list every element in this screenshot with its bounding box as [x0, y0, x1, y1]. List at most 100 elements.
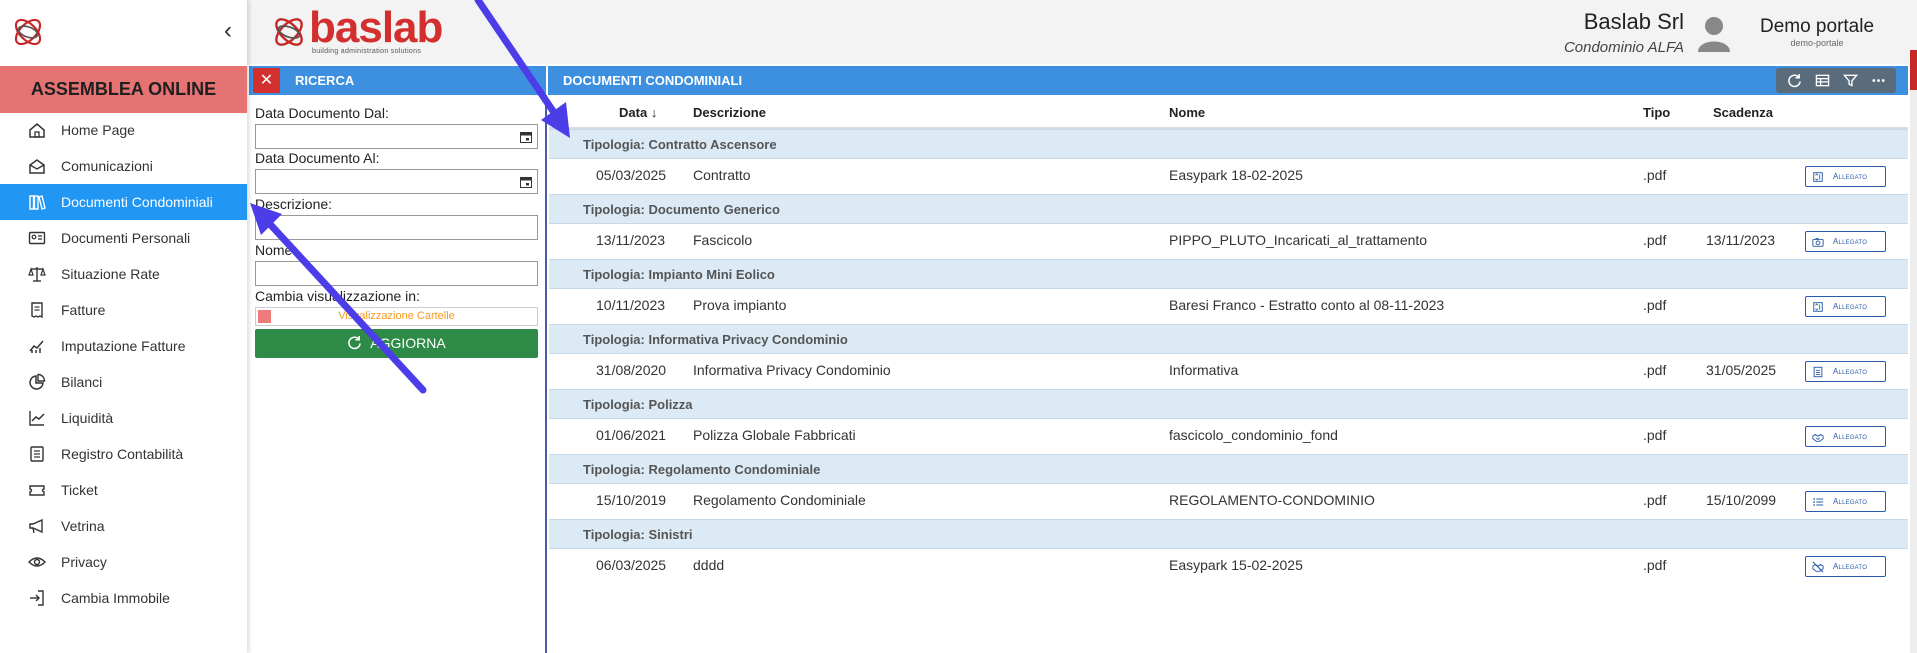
sidebar-item-documenti-condominiali[interactable]: Documenti Condominiali — [0, 184, 247, 220]
attachment-button[interactable]: Allegato — [1805, 296, 1886, 317]
cell-nome: PIPPO_PLUTO_Incaricati_al_trattamento — [1169, 232, 1428, 248]
name-input[interactable] — [255, 261, 538, 286]
cell-tipo: .pdf — [1643, 297, 1667, 313]
sidebar-item-privacy[interactable]: Privacy — [0, 544, 247, 580]
column-scadenza[interactable]: Scadenza — [1713, 105, 1773, 120]
group-row[interactable]: Tipologia: Informativa Privacy Condomini… — [549, 324, 1908, 354]
cell-descrizione: Fascicolo — [693, 232, 753, 248]
handshake-icon — [1812, 431, 1833, 443]
cell-nome: Easypark 15-02-2025 — [1169, 557, 1303, 573]
company-name: Baslab Srl — [1583, 9, 1684, 34]
calendar-icon[interactable] — [520, 131, 532, 143]
table-row[interactable]: 05/03/2025 Contratto Easypark 18-02-2025 .p… — [549, 159, 1908, 194]
sidebar-item-situazione-rate[interactable]: Situazione Rate — [0, 256, 247, 292]
calendar-icon[interactable] — [520, 176, 532, 188]
invoice-icon — [27, 301, 47, 319]
table-icon[interactable] — [1808, 68, 1836, 93]
eye-icon — [27, 553, 47, 571]
sidebar-item-home-page[interactable]: Home Page — [0, 112, 247, 148]
refresh-icon[interactable] — [1780, 68, 1808, 93]
refresh-icon — [348, 335, 362, 350]
sort-down-icon[interactable]: ↓ — [650, 105, 658, 120]
sidebar-item-label: Privacy — [61, 554, 107, 570]
sign-in-icon — [27, 589, 47, 607]
sidebar-item-comunicazioni[interactable]: Comunicazioni — [0, 148, 247, 184]
cell-tipo: .pdf — [1643, 362, 1667, 378]
user-info[interactable]: Demo portale demo-portale — [1747, 16, 1887, 48]
group-row[interactable]: Tipologia: Documento Generico — [549, 194, 1908, 224]
date-from-input[interactable] — [255, 124, 538, 149]
table-row[interactable]: 13/11/2023 Fascicolo PIPPO_PLUTO_Incaricat… — [549, 224, 1908, 259]
cell-scadenza: 15/10/2099 — [1706, 492, 1777, 508]
cell-data: 01/06/2021 — [596, 427, 667, 443]
user-name: Demo portale — [1759, 16, 1875, 37]
baslab-logo-icon[interactable] — [8, 12, 48, 52]
user-username: demo-portale — [1790, 38, 1844, 48]
sidebar-item-liquidità[interactable]: Liquidità — [0, 400, 247, 436]
group-row[interactable]: Tipologia: Regolamento Condominiale — [549, 454, 1908, 484]
table-row[interactable]: 06/03/2025 dddd Easypark 15-02-2025 .pdf All… — [549, 549, 1908, 584]
close-search-button[interactable]: ✕ — [253, 68, 280, 93]
table-row[interactable]: 31/08/2020 Informativa Privacy Condominio… — [549, 354, 1908, 389]
brand-logo[interactable]: baslab building administration solutions — [269, 6, 443, 55]
sidebar-item-label: Registro Contabilità — [61, 446, 184, 462]
cell-scadenza: 31/05/2025 — [1706, 362, 1777, 378]
sidebar-item-cambia-immobile[interactable]: Cambia Immobile — [0, 580, 247, 616]
sidebar-item-imputazione-fatture[interactable]: Imputazione Fatture — [0, 328, 247, 364]
column-data[interactable]: Data ↓ — [619, 105, 658, 120]
folder-view-toggle[interactable]: Visualizzazione Cartelle — [255, 307, 538, 326]
page-scrollbar[interactable] — [1910, 50, 1917, 653]
sidebar-item-label: Situazione Rate — [61, 266, 160, 282]
attachment-button[interactable]: Allegato — [1805, 231, 1886, 252]
attachment-button[interactable]: Allegato — [1805, 556, 1886, 577]
cell-descrizione: Polizza Globale Fabbricati — [693, 427, 856, 443]
attachment-button[interactable]: Allegato — [1805, 166, 1886, 187]
sidebar-item-fatture[interactable]: Fatture — [0, 292, 247, 328]
more-icon[interactable] — [1864, 68, 1892, 93]
sidebar-item-documenti-personali[interactable]: Documenti Personali — [0, 220, 247, 256]
sidebar-item-label: Cambia Immobile — [61, 590, 170, 606]
assemblea-online-banner[interactable]: ASSEMBLEA ONLINE — [0, 66, 247, 113]
baslab-mark-icon — [275, 17, 303, 46]
attachment-button[interactable]: Allegato — [1805, 491, 1886, 512]
column-descrizione[interactable]: Descrizione — [693, 105, 766, 120]
column-nome[interactable]: Nome — [1169, 105, 1206, 120]
document-icon — [1812, 366, 1833, 378]
sidebar-item-registro-contabilità[interactable]: Registro Contabilità — [0, 436, 247, 472]
table-row[interactable]: 01/06/2021 Polizza Globale Fabbricati fasc… — [549, 419, 1908, 454]
attachment-button[interactable]: Allegato — [1805, 361, 1886, 382]
envelope-open-icon — [27, 157, 47, 175]
cell-tipo: .pdf — [1643, 427, 1667, 443]
group-row[interactable]: Tipologia: Sinistri — [549, 519, 1908, 549]
documents-panel-title: DOCUMENTI CONDOMINIALI — [563, 73, 743, 88]
group-row[interactable]: Tipologia: Impianto Mini Eolico — [549, 259, 1908, 289]
cell-nome: fascicolo_condominio_fond — [1169, 427, 1338, 443]
sidebar-item-ticket[interactable]: Ticket — [0, 472, 247, 508]
cell-data: 05/03/2025 — [596, 167, 667, 183]
group-row[interactable]: Tipologia: Contratto Ascensore — [549, 129, 1908, 159]
cell-tipo: .pdf — [1643, 492, 1667, 508]
date-from-label: Data Documento Dal: — [255, 105, 389, 121]
user-avatar-icon[interactable] — [1696, 14, 1732, 52]
refresh-button[interactable]: AGGIORNA — [255, 329, 538, 358]
column-tipo[interactable]: Tipo — [1643, 105, 1671, 120]
group-row[interactable]: Tipologia: Polizza — [549, 389, 1908, 419]
cell-tipo: .pdf — [1643, 167, 1667, 183]
chevron-left-icon[interactable]: ‹ — [224, 17, 232, 44]
attachment-label: Allegato — [1833, 172, 1868, 181]
cell-descrizione: Contratto — [693, 167, 751, 183]
sidebar-item-vetrina[interactable]: Vetrina — [0, 508, 247, 544]
ledger-icon — [27, 445, 47, 463]
sidebar-item-label: Comunicazioni — [61, 158, 153, 174]
date-to-input[interactable] — [255, 169, 538, 194]
table-row[interactable]: 15/10/2019 Regolamento Condominiale REGOLA… — [549, 484, 1908, 519]
description-input[interactable] — [255, 215, 538, 240]
view-mode-label: Cambia visualizzazione in: — [255, 288, 420, 304]
cell-data: 31/08/2020 — [596, 362, 667, 378]
condominium-name: Condominio ALFA — [1563, 39, 1684, 56]
filter-icon[interactable] — [1836, 68, 1864, 93]
toggle-label: Visualizzazione Cartelle — [338, 310, 455, 322]
table-row[interactable]: 10/11/2023 Prova impianto Baresi Franco - … — [549, 289, 1908, 324]
sidebar-item-bilanci[interactable]: Bilanci — [0, 364, 247, 400]
attachment-button[interactable]: Allegato — [1805, 426, 1886, 447]
